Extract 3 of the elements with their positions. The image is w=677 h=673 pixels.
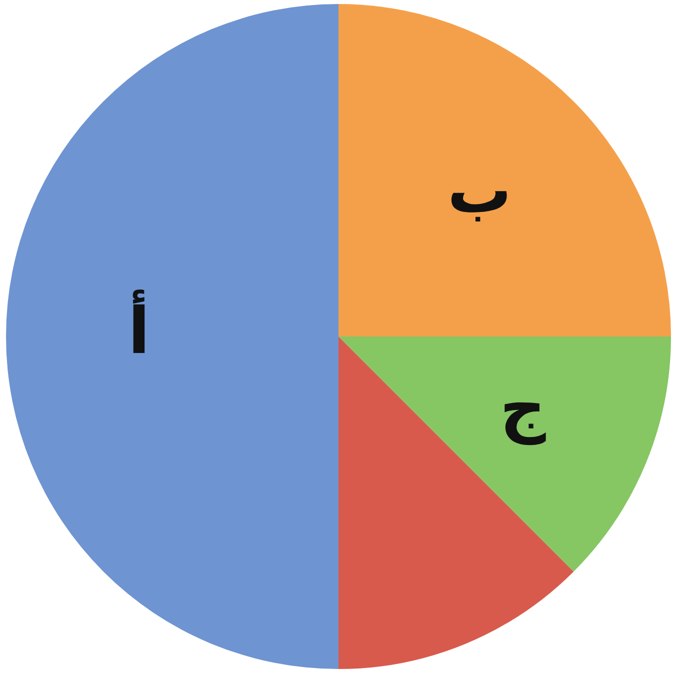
slice-label: أ xyxy=(128,289,150,370)
slice-label: ج xyxy=(500,371,547,446)
slice-label: ب xyxy=(447,154,512,228)
